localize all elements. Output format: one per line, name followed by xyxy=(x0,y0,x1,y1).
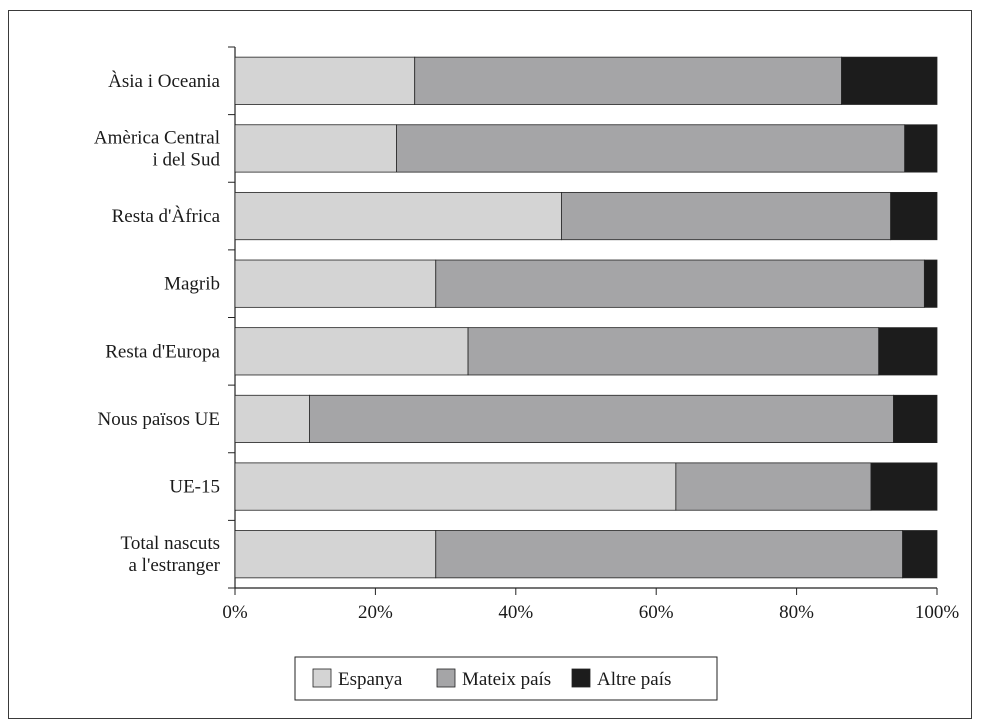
category-label: i del Sud xyxy=(152,149,220,170)
bar-segment xyxy=(234,191,562,241)
bar-segment xyxy=(435,259,925,308)
category-label: Magrib xyxy=(164,274,220,295)
bar-segment xyxy=(309,394,894,444)
x-tick-label: 20% xyxy=(358,602,393,623)
bar-segment xyxy=(902,530,938,579)
bar-segment xyxy=(561,191,892,241)
bar-segment xyxy=(878,327,938,376)
category-label: Nous països UE xyxy=(98,409,220,430)
bar-segment xyxy=(234,259,437,308)
bar-segment xyxy=(396,124,906,173)
bar-segment xyxy=(234,124,397,173)
bar-segment xyxy=(870,462,938,511)
bar-segment xyxy=(841,56,938,105)
legend-label: Espanya xyxy=(338,669,403,690)
legend-label: Altre país xyxy=(597,669,671,690)
category-label: Total nascuts xyxy=(121,533,220,554)
x-tick-label: 0% xyxy=(222,602,248,623)
bar-segment xyxy=(675,462,872,511)
x-tick-label: 60% xyxy=(639,602,674,623)
bar-segment xyxy=(234,56,416,105)
category-label: Amèrica Central xyxy=(94,127,220,148)
bar-segment xyxy=(893,394,938,444)
category-label: UE-15 xyxy=(169,477,220,498)
bar-segment xyxy=(904,124,938,173)
legend-swatch xyxy=(436,668,456,688)
bar-segment xyxy=(234,462,677,511)
category-label: Àsia i Oceania xyxy=(108,70,220,92)
legend-swatch xyxy=(571,668,591,688)
bar-segment xyxy=(923,259,938,308)
category-label: Resta d'Europa xyxy=(105,341,220,362)
category-label: Resta d'Àfrica xyxy=(112,205,221,227)
legend-label: Mateix país xyxy=(462,669,551,690)
bar-segment xyxy=(234,530,437,579)
x-tick-label: 80% xyxy=(779,602,814,623)
bar-segment xyxy=(890,191,938,241)
bar-segment xyxy=(467,327,880,376)
bar-segment xyxy=(414,56,842,105)
bar-segment xyxy=(234,394,310,444)
legend-swatch xyxy=(312,668,332,688)
bar-segment xyxy=(435,530,904,579)
x-tick-label: 40% xyxy=(498,602,533,623)
legend-box xyxy=(294,656,718,701)
bar-segment xyxy=(234,327,469,376)
x-tick-label: 100% xyxy=(915,602,960,623)
category-label: a l'estranger xyxy=(128,555,220,576)
